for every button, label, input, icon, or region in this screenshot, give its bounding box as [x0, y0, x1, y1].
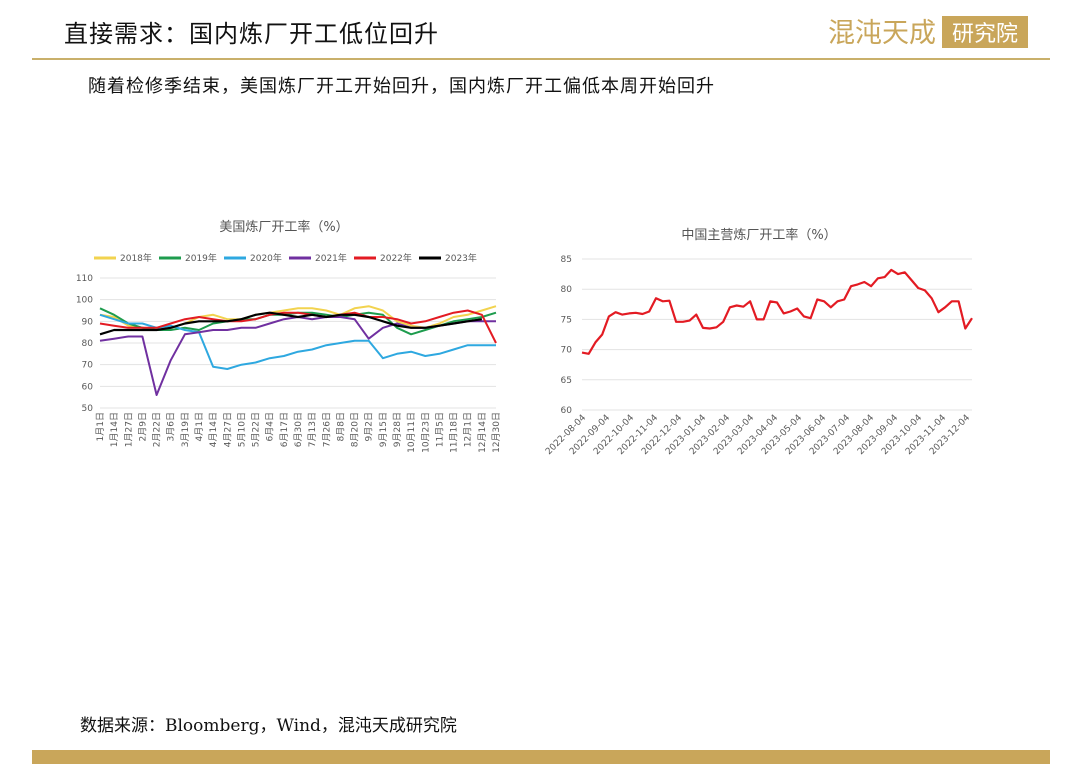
legend-label: 2023年: [445, 252, 477, 264]
x-tick-label: 9月28日: [392, 412, 403, 447]
header-divider: [32, 58, 1050, 60]
footer-bar: [32, 750, 1050, 764]
x-tick-label: 3月19日: [180, 412, 191, 447]
x-tick-label: 10月11日: [406, 412, 417, 453]
x-tick-label: 7月26日: [321, 412, 332, 447]
x-tick-label: 4月27日: [222, 412, 233, 447]
y-tick-label: 60: [82, 382, 94, 392]
x-tick-label: 6月17日: [279, 412, 290, 447]
x-tick-label: 4月14日: [208, 412, 219, 447]
page-subtitle: 随着检修季结束，美国炼厂开工开始回升，国内炼厂开工偏低本周开始回升: [88, 76, 715, 97]
y-tick-label: 75: [561, 315, 572, 325]
logo-box-text: 研究院: [952, 22, 1018, 47]
y-tick-label: 70: [561, 346, 573, 356]
x-tick-label: 2月9日: [137, 412, 148, 441]
y-tick-label: 85: [561, 255, 572, 265]
y-tick-label: 65: [561, 376, 572, 386]
chart-title: 美国炼厂开工率（%）: [219, 219, 348, 235]
x-tick-label: 6月4日: [265, 412, 276, 441]
page-title: 直接需求：国内炼厂开工低位回升: [64, 20, 439, 48]
x-tick-label: 6月30日: [293, 412, 304, 447]
x-tick-label: 2月22日: [152, 412, 163, 447]
x-axis-ticks: 1月1日 1月14日 1月27日 2月9日 2月22日 3月6日 3月19日 4月1日 4月14…: [95, 412, 502, 453]
x-tick-label: 12月1日: [463, 412, 474, 447]
x-tick-label: 8月20日: [350, 412, 361, 447]
us-refinery-utilization-chart: 美国炼厂开工率（%） 2018年 2019年 2020年 2021年 2022年 2023…: [76, 219, 502, 453]
series-line: [99, 309, 497, 344]
legend-label: 2021年: [315, 252, 347, 264]
logo-text: 混沌天成: [828, 18, 936, 49]
x-tick-label: 12月14日: [477, 412, 488, 453]
y-tick-label: 80: [561, 285, 573, 295]
y-tick-label: 110: [76, 274, 93, 284]
x-tick-label: 9月2日: [364, 412, 375, 441]
legend-label: 2018年: [120, 252, 152, 264]
x-tick-label: 7月13日: [307, 412, 318, 447]
legend-label: 2020年: [250, 252, 282, 264]
x-tick-label: 1月27日: [123, 412, 134, 447]
chart-legend: 2018年 2019年 2020年 2021年 2022年 2023年: [94, 252, 477, 264]
chart-gridlines: [582, 258, 972, 411]
y-axis-ticks: 60 65 70 75 80 85: [561, 255, 573, 416]
x-tick-label: 12月30日: [491, 412, 502, 453]
x-tick-label: 5月22日: [251, 412, 262, 447]
x-tick-label: 11月18日: [449, 412, 460, 453]
chart-series: [581, 268, 973, 355]
brand-logo: 混沌天成 研究院: [828, 16, 1028, 49]
y-axis-ticks: 50 60 70 80 90 100 110: [76, 274, 93, 414]
chart-gridlines: [100, 277, 496, 409]
china-refinery-utilization-chart: 中国主营炼厂开工率（%） 60 65 70 75 80 85 2022-08-042022…: [544, 227, 973, 457]
x-axis-ticks: 2022-08-042022-09-042022-10-042022-11-04…: [544, 413, 972, 457]
series-line: [99, 311, 483, 336]
y-tick-label: 100: [76, 296, 93, 306]
y-tick-label: 80: [82, 339, 94, 349]
logo-box: [942, 16, 1028, 48]
series-line: [581, 268, 973, 355]
x-tick-label: 4月1日: [194, 412, 205, 441]
chart-title: 中国主营炼厂开工率（%）: [681, 227, 836, 243]
x-tick-label: 3月6日: [166, 412, 177, 441]
series-line: [99, 313, 496, 370]
x-tick-label: 5月10日: [236, 412, 247, 447]
y-tick-label: 60: [561, 406, 573, 416]
y-tick-label: 90: [82, 317, 94, 327]
x-tick-label: 11月5日: [434, 412, 445, 447]
legend-label: 2019年: [185, 252, 217, 264]
x-tick-label: 10月23日: [420, 412, 431, 453]
legend-label: 2022年: [380, 252, 412, 264]
x-tick-label: 1月1日: [95, 412, 106, 441]
x-tick-label: 1月14日: [109, 412, 120, 447]
x-tick-label: 9月15日: [378, 412, 389, 447]
data-source-note: 数据来源：Bloomberg，Wind，混沌天成研究院: [80, 716, 457, 736]
y-tick-label: 70: [82, 361, 94, 371]
x-tick-label: 8月8日: [335, 412, 346, 441]
chart-series: [99, 305, 497, 396]
y-tick-label: 50: [82, 404, 94, 414]
